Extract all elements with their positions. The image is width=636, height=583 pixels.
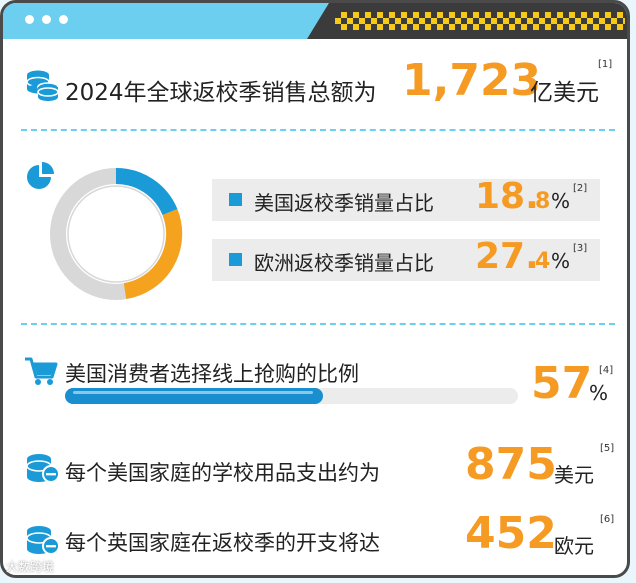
watermark: 大数跨境 [6,560,55,574]
coin-minus-icon [26,454,60,483]
usa-share-pct: % [551,189,571,213]
online-progress-fill [65,388,324,404]
europe-share-label: 欧洲返校季销量占比 [254,251,434,275]
uk-household-label: 每个英国家庭在返校季的开支将达 [65,531,380,555]
ref-3: [3] [573,243,588,254]
europe-share-dec: 4 [535,249,551,274]
pie-chart-icon [27,162,54,189]
total-value: 1,723 [402,55,542,106]
online-progress-track [65,388,518,404]
shopping-cart-icon [25,357,58,385]
donut-chart [50,167,183,300]
divider [21,129,615,131]
total-unit: 亿美元 [530,80,599,106]
online-pct: % [589,381,609,405]
dot [59,15,68,24]
header-bar [3,3,627,39]
europe-share-arc [123,209,183,299]
uk-household-value: 452 [465,508,557,559]
usa-share-label: 美国返校季销量占比 [254,191,434,215]
square-icon [229,253,242,266]
usa-share-arc [115,167,178,216]
total-label: 2024年全球返校季销售总额为 [65,80,377,106]
coins-icon [26,70,59,101]
usa-share-dec: 8 [535,189,551,214]
coin-minus-icon [26,526,60,555]
europe-share-pct: % [551,249,571,273]
checker-squares [335,12,625,30]
checker-pattern [307,3,627,39]
dot [42,15,51,24]
square-icon [229,193,242,206]
ref-1: [1] [598,59,613,70]
window-dots [25,15,68,24]
usa-share-box: 美国返校季销量占比 18. 8 % [2] [212,176,600,221]
dot [25,15,34,24]
uk-household-unit: 欧元 [554,534,594,558]
ref-5: [5] [600,443,615,454]
us-household-value: 875 [465,439,557,490]
europe-share-box: 欧洲返校季销量占比 27. 4 % [3] [212,236,600,281]
ref-2: [2] [573,183,588,194]
us-household-unit: 美元 [554,463,594,487]
divider [21,323,615,325]
ref-6: [6] [600,514,615,525]
ref-4: [4] [599,365,614,376]
usa-share-int: 18. [475,176,539,217]
online-label: 美国消费者选择线上抢购的比例 [65,362,359,386]
us-household-label: 每个美国家庭的学校用品支出约为 [65,461,380,485]
europe-share-int: 27. [475,236,539,277]
online-value: 57 [531,358,593,409]
